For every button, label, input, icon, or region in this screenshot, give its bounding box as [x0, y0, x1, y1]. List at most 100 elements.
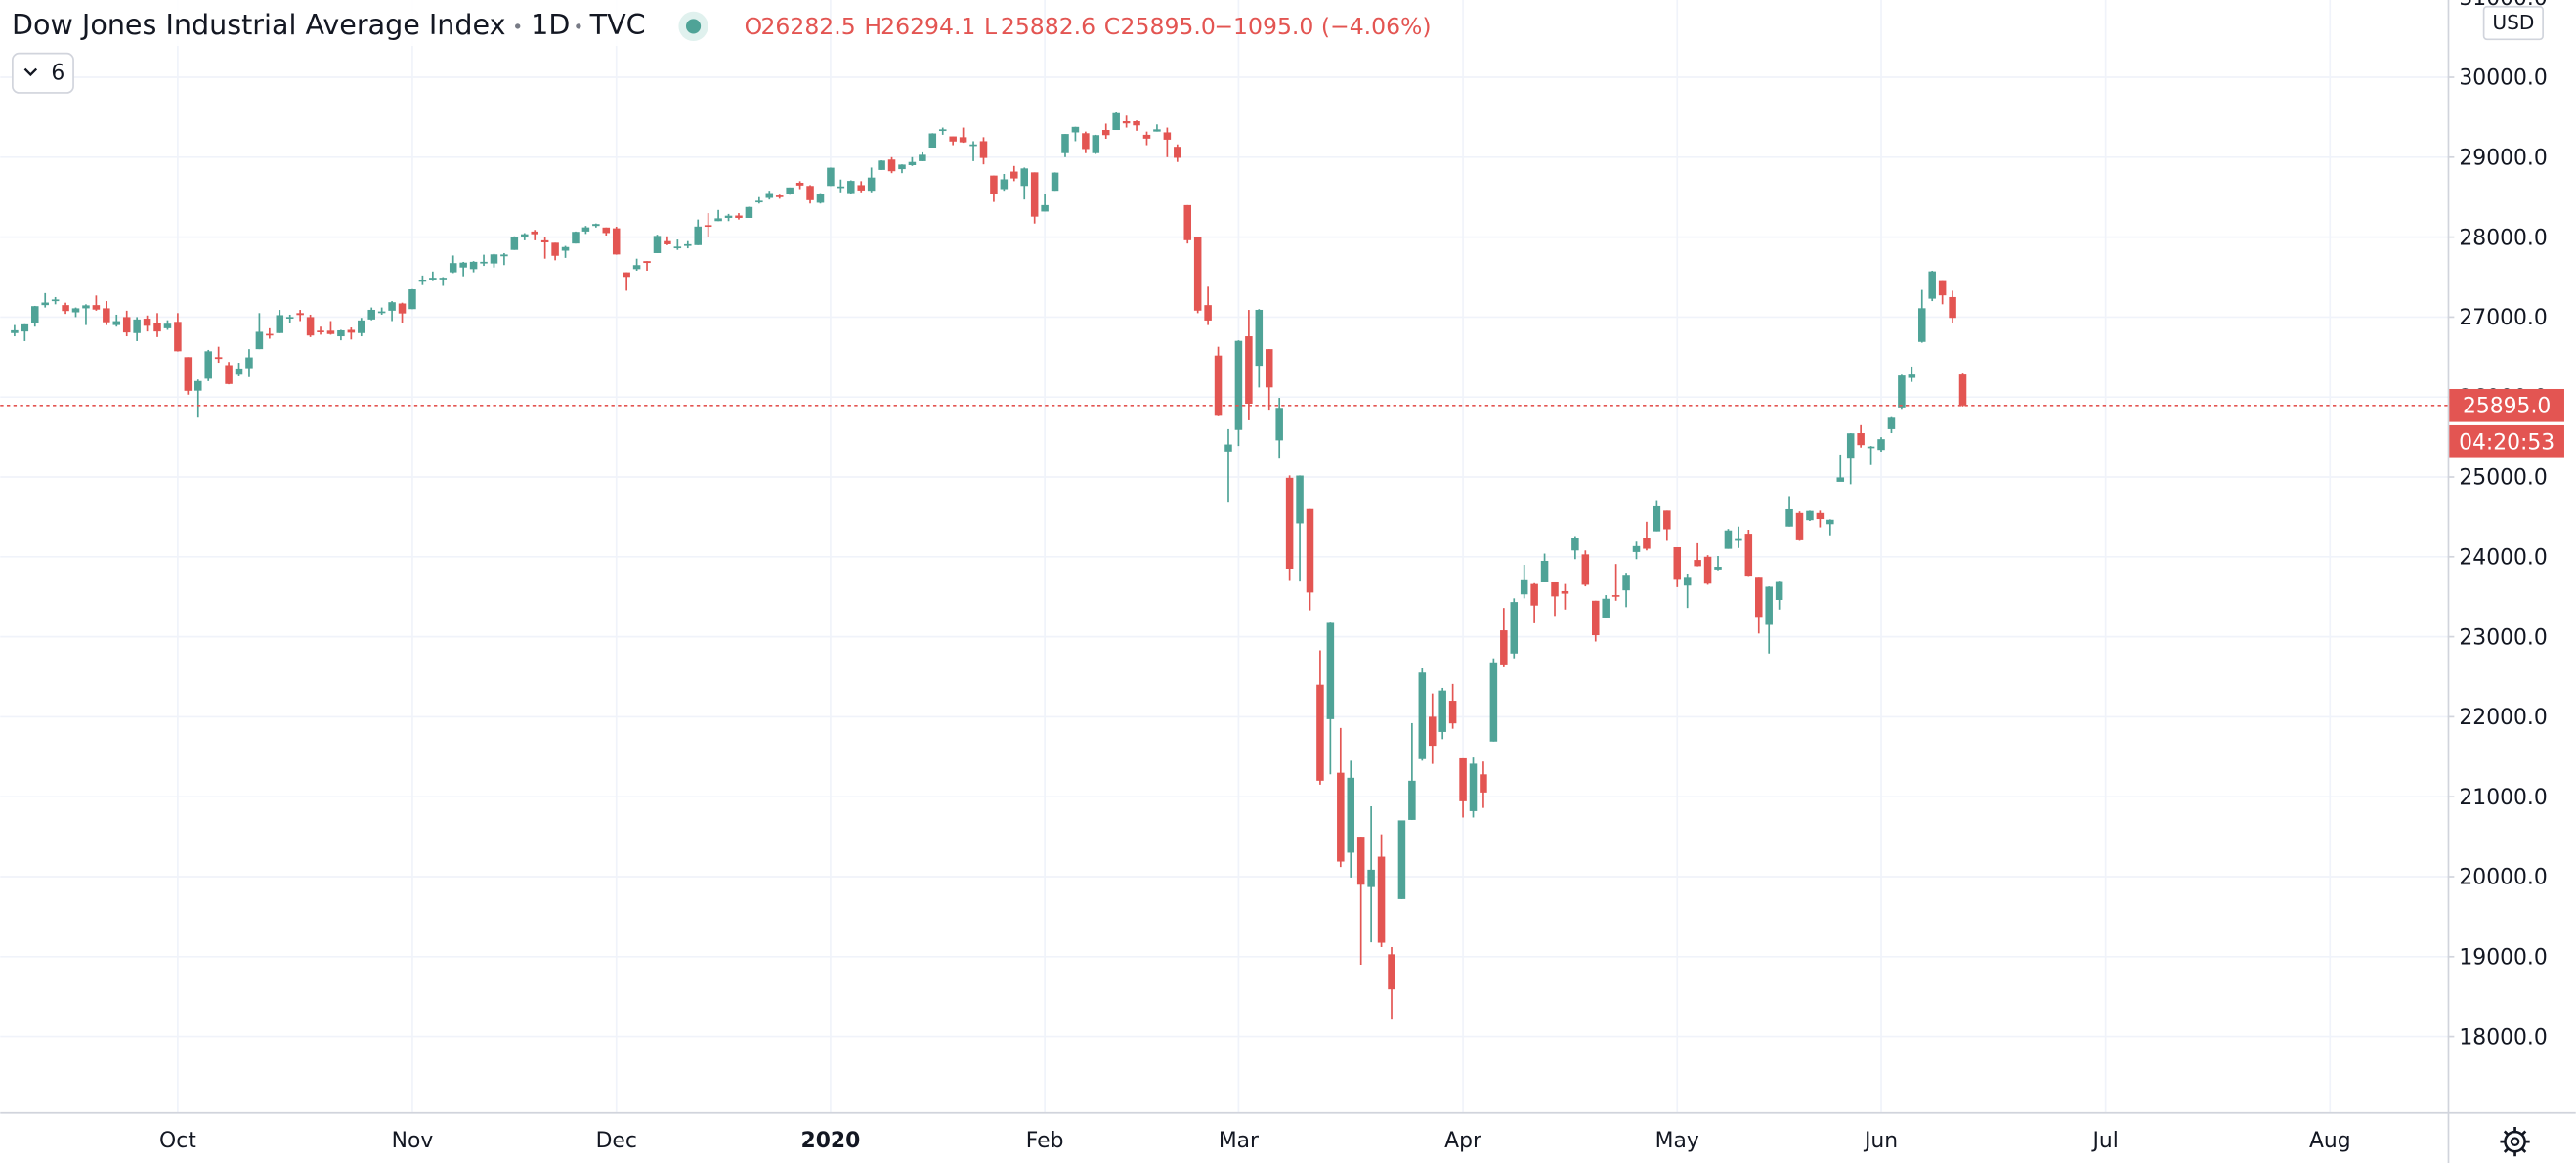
- candle-body: [500, 254, 508, 257]
- candle-body: [1653, 505, 1661, 532]
- candle-body: [388, 302, 396, 311]
- header-backdrop: [0, 0, 773, 47]
- candle-body: [928, 133, 937, 148]
- candle-body: [1836, 477, 1845, 482]
- indicators-toggle[interactable]: [12, 52, 74, 94]
- candle-body: [347, 329, 356, 333]
- candle-body: [1214, 355, 1223, 416]
- candle-body: [1744, 534, 1753, 577]
- legend-key: C: [1104, 13, 1120, 40]
- candle-body: [1174, 147, 1181, 158]
- candle-body: [1377, 856, 1386, 943]
- candle-body: [521, 234, 529, 237]
- candle-body: [694, 226, 702, 245]
- candle-body: [643, 261, 651, 264]
- y-tick-label: 24000.0: [2459, 545, 2547, 570]
- candle-body: [1949, 296, 1956, 319]
- candle-body: [1755, 577, 1763, 618]
- candle-body: [816, 194, 825, 203]
- candle-body: [1480, 774, 1487, 793]
- candle-body: [459, 262, 467, 268]
- candle-body: [1163, 132, 1172, 140]
- candle-body: [1775, 582, 1783, 600]
- candle-body: [653, 236, 662, 253]
- candle-body: [276, 315, 284, 333]
- candle-body: [827, 167, 835, 187]
- candle-body: [745, 206, 753, 218]
- x-tick-label: Feb: [1026, 1129, 1064, 1153]
- candle-body: [1459, 757, 1467, 801]
- candle-body: [469, 261, 478, 270]
- candle-body: [245, 357, 253, 369]
- candle-body: [1041, 204, 1049, 212]
- candle-body: [71, 308, 80, 313]
- candle-body: [1101, 130, 1110, 136]
- candle-body: [1245, 336, 1253, 404]
- candle-body: [1846, 433, 1855, 459]
- settings-icon[interactable]: [2500, 1127, 2530, 1157]
- candle-body: [1285, 477, 1294, 569]
- candle-body: [62, 305, 69, 312]
- candle-body: [306, 317, 315, 336]
- candle-body: [664, 240, 671, 244]
- candle-body: [490, 254, 498, 264]
- candle-body: [1908, 374, 1916, 378]
- candle-body: [1561, 590, 1569, 594]
- legend-change: −1095.0 (−4.06%): [1214, 13, 1431, 40]
- candle-body: [31, 306, 39, 323]
- y-tick-label: 31000.0: [2459, 0, 2547, 11]
- market-status[interactable]: [685, 19, 702, 34]
- candle-body: [806, 186, 814, 200]
- candle-body: [1520, 579, 1528, 595]
- candle-body: [949, 136, 957, 142]
- candle-body: [551, 242, 559, 256]
- candle-body: [531, 231, 538, 235]
- countdown: 04:20:53: [2459, 430, 2555, 454]
- candle-body: [285, 317, 294, 320]
- currency-box[interactable]: [2482, 5, 2544, 41]
- candle-body: [1530, 583, 1538, 606]
- candle-body: [1265, 349, 1273, 388]
- candle-body: [21, 323, 29, 332]
- legend-key: H: [864, 13, 881, 40]
- candle-body: [1153, 129, 1161, 132]
- axes: 18000.0 19000.0 20000.0 21000.0 22000.0 23000…: [159, 0, 2564, 1153]
- candle-body: [1581, 554, 1590, 585]
- candle-body: [326, 330, 335, 334]
- candle-body: [623, 272, 630, 278]
- candle-body: [367, 309, 375, 320]
- candle-body: [1051, 172, 1059, 192]
- candle-body: [1683, 577, 1692, 586]
- x-tick-label: 2020: [801, 1129, 861, 1153]
- candle-body: [153, 323, 161, 332]
- candle-body: [358, 320, 365, 333]
- candle-body: [1928, 271, 1936, 299]
- candle-body: [92, 305, 101, 310]
- candle-body: [1540, 560, 1549, 582]
- candle-body: [1010, 171, 1018, 179]
- candle-body: [1714, 567, 1722, 570]
- interval: 1D: [531, 8, 570, 41]
- candle-body: [82, 305, 90, 309]
- y-tick-label: 21000.0: [2459, 786, 2547, 810]
- candle-body: [1337, 772, 1345, 862]
- candle-body: [1347, 777, 1355, 853]
- candle-body: [1438, 690, 1446, 732]
- candle-body: [163, 323, 172, 328]
- candle-body: [592, 224, 600, 227]
- candle-body: [1183, 204, 1192, 240]
- candle-body: [908, 161, 917, 165]
- candle-body: [1867, 446, 1875, 449]
- legend-value: 25882.6: [1001, 13, 1095, 40]
- candle-body: [755, 200, 763, 203]
- candle-body: [266, 333, 274, 336]
- candle-body: [1408, 780, 1416, 820]
- candle-body: [1224, 444, 1232, 452]
- candle-body: [1703, 556, 1712, 584]
- candle-body: [112, 321, 121, 325]
- candle-body: [1877, 439, 1885, 451]
- candle-body: [377, 311, 386, 314]
- source: TVC: [589, 8, 646, 41]
